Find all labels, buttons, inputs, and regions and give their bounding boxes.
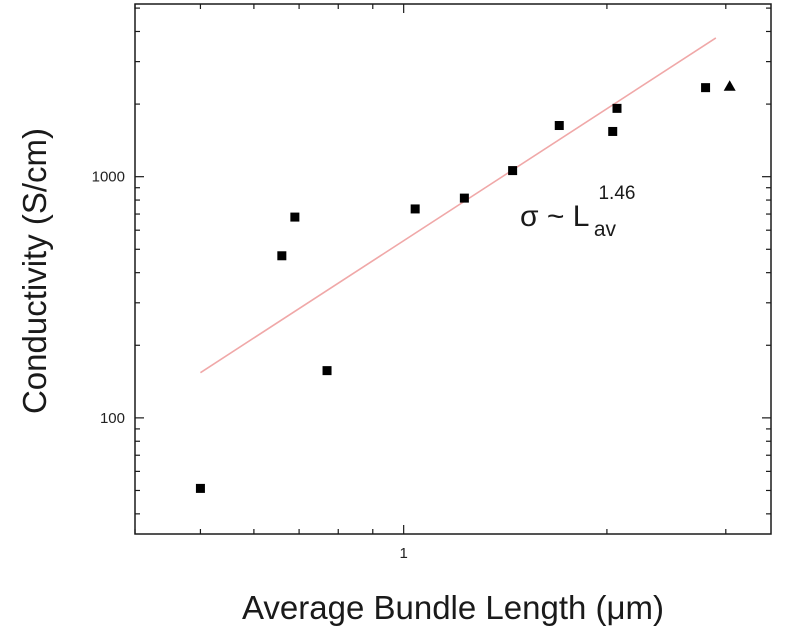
x-tick-label: 1 (399, 545, 407, 562)
data-point-square (554, 121, 564, 131)
plot-frame (134, 3, 772, 535)
annotation-base: σ ~ L (520, 200, 589, 233)
data-point-square (322, 366, 332, 376)
x-axis-title: Average Bundle Length (μm) (242, 589, 664, 626)
annotation-superscript: 1.46 (598, 183, 635, 204)
data-point-square (612, 103, 622, 113)
data-point-square (290, 212, 300, 222)
data-point-square (459, 193, 469, 203)
data-point-square (277, 251, 287, 261)
y-axis-title: Conductivity (S/cm) (16, 128, 53, 414)
y-tick-label: 100 (100, 410, 125, 427)
data-point-triangle (723, 80, 736, 91)
data-point-square (608, 126, 618, 136)
data-points (195, 80, 736, 493)
y-tick-label: 1000 (92, 169, 125, 186)
data-point-square (195, 483, 205, 493)
power-law-annotation: σ ~ L av 1.46 (520, 183, 635, 241)
axis-ticks (134, 4, 771, 534)
data-point-square (508, 166, 518, 176)
tick-labels: 1 100 1000 (92, 169, 408, 562)
fit-line (199, 37, 717, 374)
data-point-square (410, 204, 420, 214)
annotation-subscript: av (594, 218, 617, 241)
data-point-square (701, 83, 711, 93)
